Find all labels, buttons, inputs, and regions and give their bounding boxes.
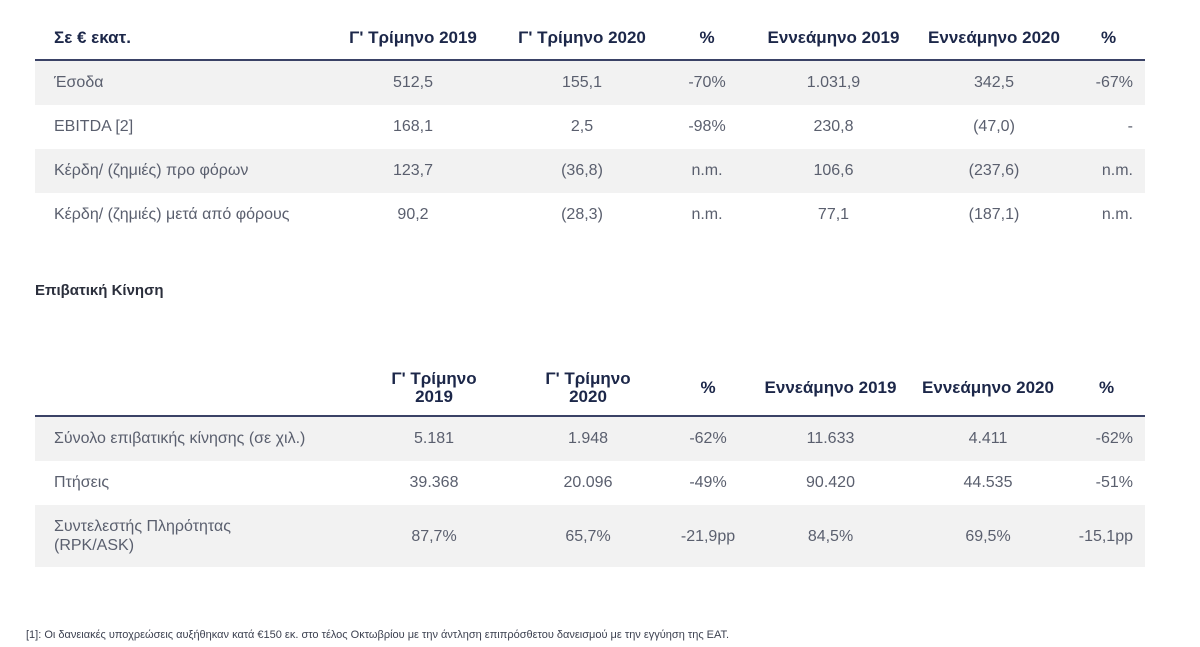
cell: -62% [663, 416, 753, 461]
cell: 87,7% [355, 505, 513, 567]
header-q3-2020-line2: 2020 [569, 386, 607, 406]
cell: (187,1) [968, 206, 1020, 223]
cell: 90,2 [397, 206, 429, 223]
row-label-line1: Συντελεστής Πληρότητας [54, 518, 231, 535]
header-9m-2020: Εννεάμηνο 2020 [916, 17, 1072, 61]
header-q3-2019: Γ' Τρίμηνο 2019 [325, 17, 501, 61]
table-row: Έσοδα 512,5 155,1 -70% 1.031,9 342,5 -67… [35, 60, 1145, 105]
header-q3-2019-line1: Γ' Τρίμηνο [391, 368, 477, 388]
header-q3-2019-line2: 2019 [415, 386, 453, 406]
cell: (28,3) [561, 206, 603, 223]
cell: 1.948 [513, 416, 663, 461]
cell: 155,1 [501, 60, 663, 105]
cell: -62% [1068, 416, 1145, 461]
cell: n.m. [1072, 149, 1145, 193]
header-pct-9m: % [1068, 360, 1145, 417]
cell: 11.633 [753, 416, 908, 461]
row-label: EBITDA [2] [54, 118, 134, 135]
cell: n.m. [691, 206, 723, 223]
cell: n.m. [1101, 206, 1133, 223]
cell: 44.535 [963, 474, 1013, 491]
cell: (47,0) [973, 118, 1015, 135]
header-pct-9m: % [1072, 17, 1145, 61]
cell: 2,5 [570, 118, 594, 135]
cell: 106,6 [751, 149, 916, 193]
row-label-line2: (RPK/ASK) [54, 537, 135, 554]
table-row: Κέρδη/ (ζημιές) προ φόρων 123,7 (36,8) n… [35, 149, 1145, 193]
cell: 90.420 [806, 474, 855, 491]
cell: 230,8 [813, 118, 854, 135]
table-row: Σύνολο επιβατικής κίνησης (σε χιλ.) 5.18… [35, 416, 1145, 461]
cell: 1.031,9 [751, 60, 916, 105]
cell: 342,5 [916, 60, 1072, 105]
header-9m-2020: Εννεάμηνο 2020 [908, 360, 1068, 417]
cell: -21,9pp [663, 505, 753, 567]
table-row: Πτήσεις 39.368 20.096 -49% 90.420 44.535… [35, 461, 1145, 505]
footnote: [1]: Οι δανειακές υποχρεώσεις αυξήθηκαν … [26, 629, 730, 641]
cell: -15,1pp [1068, 505, 1145, 567]
passenger-traffic-table: Γ' Τρίμηνο 2019 Γ' Τρίμηνο 2020 % Εννεάμ… [35, 360, 1145, 567]
header-q3-2019: Γ' Τρίμηνο 2019 [355, 360, 513, 417]
financial-results-table: Σε € εκατ. Γ' Τρίμηνο 2019 Γ' Τρίμηνο 20… [35, 17, 1145, 237]
cell: 4.411 [908, 416, 1068, 461]
cell: -70% [663, 60, 751, 105]
row-label: Κέρδη/ (ζημιές) μετά από φόρους [54, 206, 290, 223]
table-row: Κέρδη/ (ζημιές) μετά από φόρους 90,2 (28… [35, 193, 1145, 237]
table-row: EBITDA [2] 168,1 2,5 -98% 230,8 (47,0) - [35, 105, 1145, 149]
header-blank [35, 360, 355, 417]
table-row: Συντελεστής Πληρότητας (RPK/ASK) 87,7% 6… [35, 505, 1145, 567]
header-pct: % [663, 360, 753, 417]
cell: -67% [1072, 60, 1145, 105]
header-pct: % [663, 17, 751, 61]
cell: 123,7 [325, 149, 501, 193]
cell: n.m. [663, 149, 751, 193]
cell: 77,1 [817, 206, 850, 223]
cell: 20.096 [563, 474, 613, 491]
cell: 5.181 [355, 416, 513, 461]
header-9m-2019: Εννεάμηνο 2019 [753, 360, 908, 417]
cell: 39.368 [409, 474, 459, 491]
traffic-header-row: Γ' Τρίμηνο 2019 Γ' Τρίμηνο 2020 % Εννεάμ… [35, 360, 1145, 417]
row-label: Συντελεστής Πληρότητας (RPK/ASK) [35, 505, 355, 567]
row-label: Έσοδα [35, 60, 325, 105]
cell: (237,6) [916, 149, 1072, 193]
cell: 168,1 [392, 118, 434, 135]
header-q3-2020: Γ' Τρίμηνο 2020 [513, 360, 663, 417]
cell: (36,8) [501, 149, 663, 193]
cell: 84,5% [753, 505, 908, 567]
cell: - [1127, 118, 1133, 135]
cell: 65,7% [513, 505, 663, 567]
section-title: Επιβατική Κίνηση [35, 282, 164, 299]
row-label: Πτήσεις [54, 474, 110, 491]
row-label: Κέρδη/ (ζημιές) προ φόρων [35, 149, 325, 193]
cell: 69,5% [908, 505, 1068, 567]
cell: 512,5 [325, 60, 501, 105]
header-q3-2020-line1: Γ' Τρίμηνο [545, 368, 631, 388]
header-q3-2020: Γ' Τρίμηνο 2020 [501, 17, 663, 61]
header-currency: Σε € εκατ. [35, 17, 325, 61]
header-9m-2019: Εννεάμηνο 2019 [751, 17, 916, 61]
cell: -51% [1095, 474, 1133, 491]
financial-header-row: Σε € εκατ. Γ' Τρίμηνο 2019 Γ' Τρίμηνο 20… [35, 17, 1145, 61]
row-label: Σύνολο επιβατικής κίνησης (σε χιλ.) [35, 416, 355, 461]
cell: -49% [689, 474, 727, 491]
cell: -98% [688, 118, 726, 135]
